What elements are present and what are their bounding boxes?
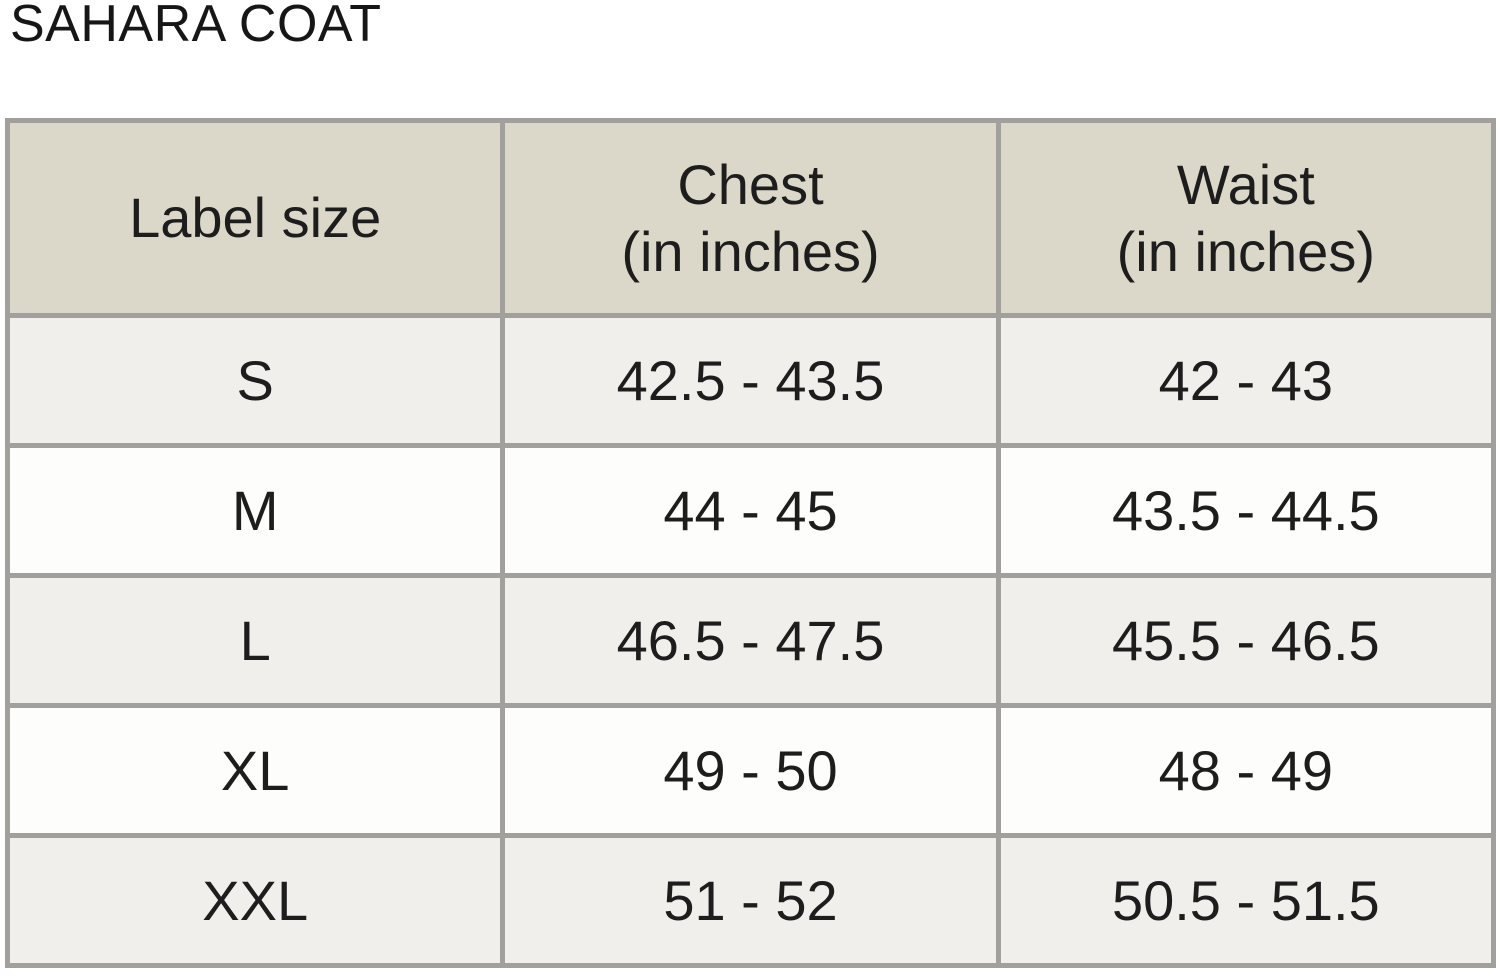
header-chest-title: Chest [677, 152, 824, 216]
label-size-cell: L [4, 573, 506, 708]
chest-cell: 44 - 45 [500, 443, 1001, 578]
chest-cell: 46.5 - 47.5 [500, 573, 1001, 708]
label-size-cell: S [4, 313, 506, 448]
table-row-l: L 46.5 - 47.5 45.5 - 46.5 [4, 573, 1497, 708]
waist-cell: 48 - 49 [995, 703, 1497, 838]
table-row-m: M 44 - 45 43.5 - 44.5 [4, 443, 1497, 578]
chest-cell: 42.5 - 43.5 [500, 313, 1001, 448]
header-cell-waist: Waist (in inches) [995, 118, 1497, 318]
chest-cell: 51 - 52 [500, 833, 1001, 968]
table-row-xl: XL 49 - 50 48 - 49 [4, 703, 1497, 838]
page-title: SAHARA COAT [10, 0, 382, 53]
size-chart-header: Label size Chest (in inches) Waist (in i… [4, 118, 1497, 318]
chest-cell: 49 - 50 [500, 703, 1001, 838]
size-chart-table: Label size Chest (in inches) Waist (in i… [4, 118, 1497, 968]
header-waist-subtitle: (in inches) [1116, 220, 1375, 283]
header-cell-chest: Chest (in inches) [500, 118, 1001, 318]
header-chest-subtitle: (in inches) [621, 220, 880, 283]
waist-cell: 50.5 - 51.5 [995, 833, 1497, 968]
header-label-size-title: Label size [129, 186, 382, 250]
header-row: Label size Chest (in inches) Waist (in i… [4, 118, 1497, 318]
header-cell-label-size: Label size [4, 118, 506, 318]
size-chart-body: S 42.5 - 43.5 42 - 43 M 44 - 45 43.5 - 4… [4, 313, 1497, 968]
waist-cell: 45.5 - 46.5 [995, 573, 1497, 708]
waist-cell: 43.5 - 44.5 [995, 443, 1497, 578]
label-size-cell: XXL [4, 833, 506, 968]
label-size-cell: XL [4, 703, 506, 838]
table-row-xxl: XXL 51 - 52 50.5 - 51.5 [4, 833, 1497, 968]
header-waist-title: Waist [1176, 152, 1315, 216]
table-row-s: S 42.5 - 43.5 42 - 43 [4, 313, 1497, 448]
waist-cell: 42 - 43 [995, 313, 1497, 448]
label-size-cell: M [4, 443, 506, 578]
